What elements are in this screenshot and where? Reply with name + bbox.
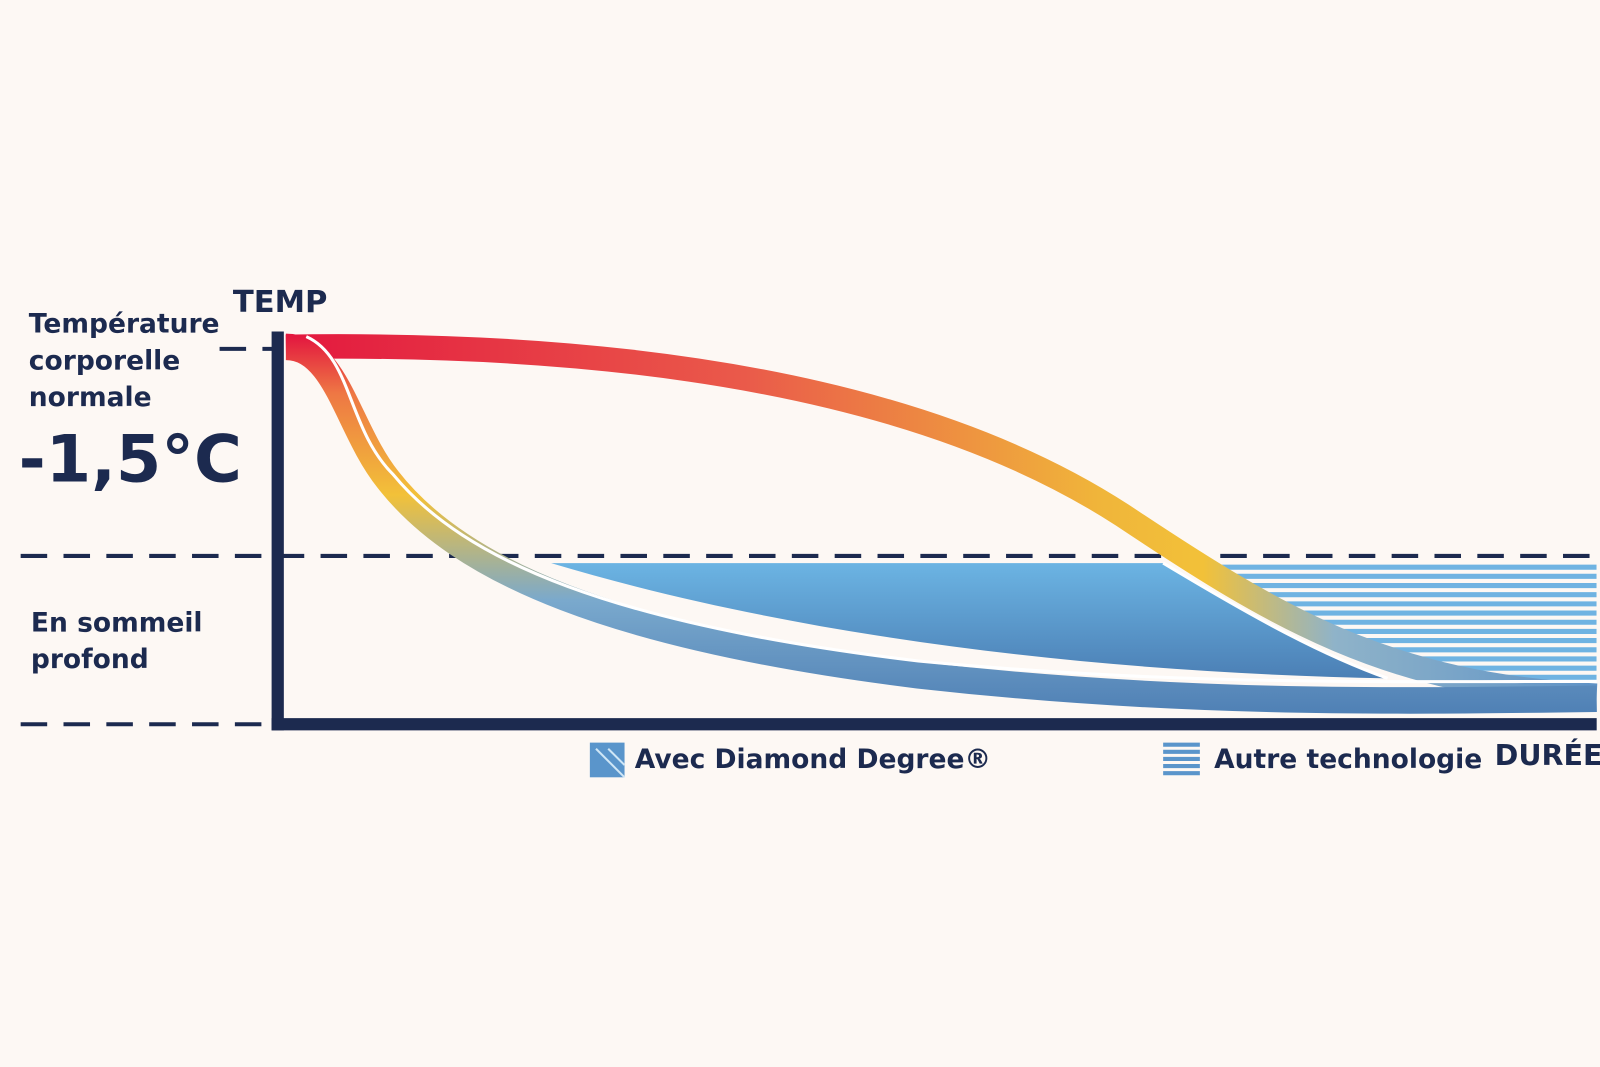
legend-swatch	[1163, 742, 1200, 776]
diamond-area	[551, 563, 1388, 679]
level-label: normale	[29, 382, 152, 413]
level-label: profond	[31, 644, 149, 675]
annotation: -1,5°C	[19, 421, 242, 497]
level-label: En sommeil	[31, 607, 203, 638]
level-label: Température	[29, 309, 220, 340]
other-tech-curve	[285, 334, 1598, 708]
x-axis-label: DURÉE	[1495, 738, 1600, 772]
diamond-curve	[284, 333, 1597, 714]
level-label: corporelle	[29, 345, 180, 376]
curve-outline	[305, 335, 1597, 684]
legend-label: Autre technologie	[1214, 744, 1482, 775]
legend-label: Avec Diamond Degree®	[635, 744, 991, 775]
curve-outline	[1162, 561, 1389, 680]
legend-swatch-lines	[595, 748, 626, 779]
y-axis-label: TEMP	[233, 285, 328, 320]
